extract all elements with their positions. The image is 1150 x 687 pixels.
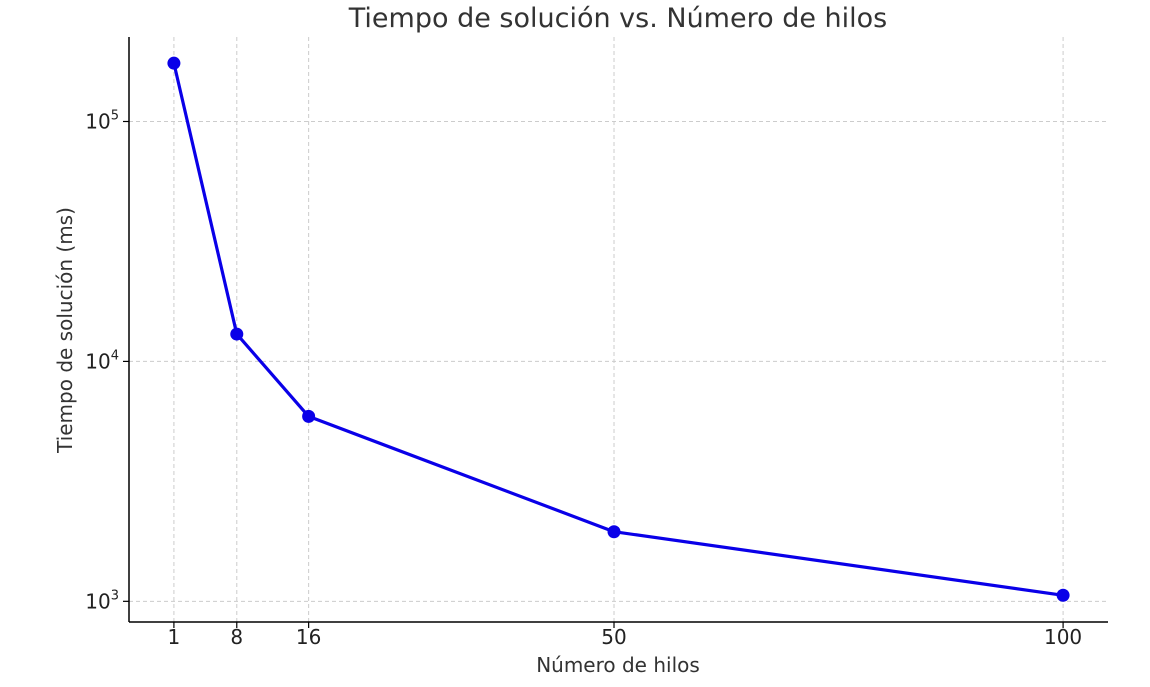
x-tick-label-2: 16 [296,625,321,649]
x-axis-label: Número de hilos [536,653,700,677]
x-tick-label-3: 50 [601,625,626,649]
axes [128,37,1108,623]
grid [129,37,1108,622]
x-tick-label-0: 1 [168,625,181,649]
data-point-3 [607,525,621,539]
data-point-1 [230,327,244,341]
data-point-2 [302,409,316,423]
series-line-0 [172,62,1064,597]
data-point-4 [1056,588,1070,602]
chart-title: Tiempo de solución vs. Número de hilos [348,3,887,34]
series [167,56,1070,602]
y-axis-label: Tiempo de solución (ms) [53,207,77,454]
y-tick-label-0: 103 [85,588,119,613]
x-axis-ticks: 1 8 16 50 100 [168,622,1082,649]
y-axis-ticks: 103 104 105 [85,108,129,613]
x-tick-label-1: 8 [230,625,243,649]
x-tick-label-4: 100 [1044,625,1082,649]
y-tick-label-1: 104 [85,348,119,373]
y-tick-label-2: 105 [85,108,119,133]
data-point-0 [167,56,181,70]
